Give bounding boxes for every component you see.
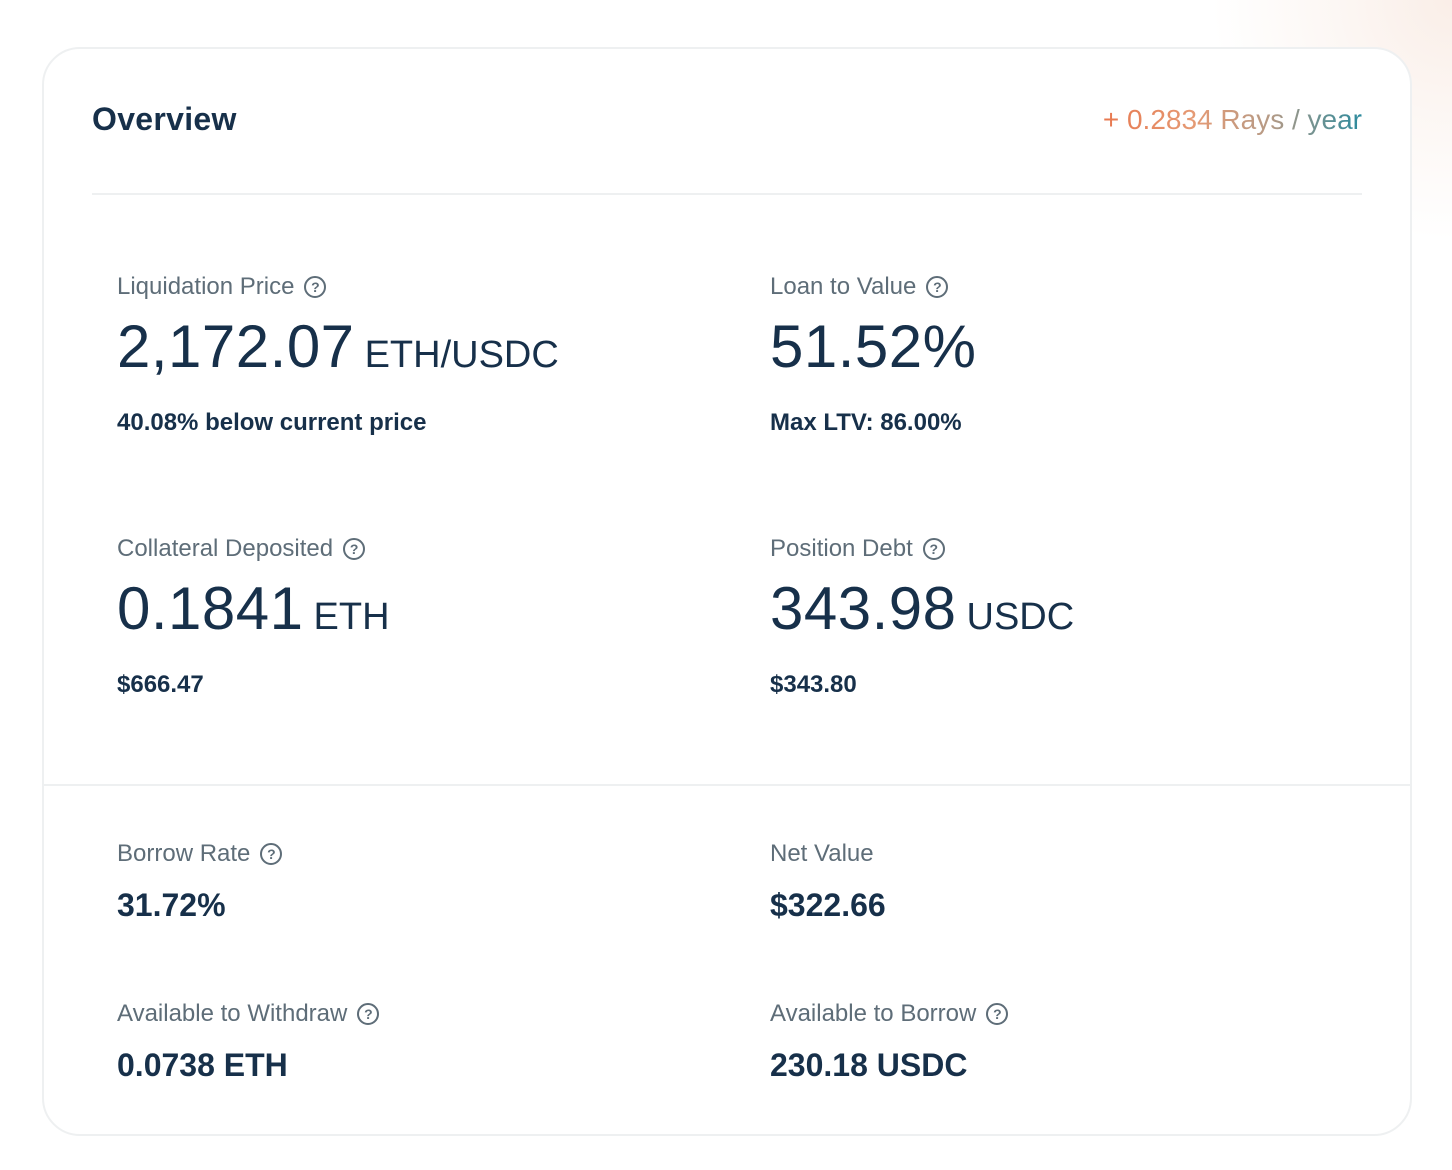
card-header: Overview + 0.2834 Rays / year	[92, 49, 1362, 195]
loan-to-value-sub: Max LTV: 86.00%	[770, 409, 962, 436]
position-debt-unit: USDC	[966, 596, 1075, 638]
loan-to-value-value: 51.52%	[770, 313, 977, 380]
detail-borrow-rate: Borrow Rate ? 31.72%	[117, 839, 283, 924]
liquidation-price-unit: ETH/USDC	[364, 334, 559, 376]
collateral-deposited-value: 0.1841	[117, 575, 304, 642]
detail-available-to-borrow: Available to Borrow ? 230.18 USDC	[770, 999, 1009, 1084]
available-to-withdraw-value: 0.0738 ETH	[117, 1047, 288, 1083]
available-to-borrow-value: 230.18 USDC	[770, 1047, 968, 1083]
help-circle-icon[interactable]: ?	[986, 1003, 1009, 1025]
metric-collateral-deposited: Collateral Deposited ? 0.1841 ETH $666.4…	[117, 534, 390, 699]
metric-position-debt: Position Debt ? 343.98 USDC $343.80	[770, 534, 1074, 699]
metric-label: Loan to Value	[770, 273, 917, 300]
detail-label: Available to Withdraw	[117, 1000, 348, 1027]
net-value-value: $322.66	[770, 887, 886, 923]
help-circle-icon[interactable]: ?	[357, 1003, 380, 1025]
metric-label: Liquidation Price	[117, 273, 295, 300]
borrow-rate-value: 31.72%	[117, 887, 226, 923]
liquidation-price-sub: 40.08% below current price	[117, 409, 427, 436]
detail-net-value: Net Value $322.66	[770, 839, 886, 924]
metric-loan-to-value: Loan to Value ? 51.52% Max LTV: 86.00%	[770, 272, 977, 437]
metric-label: Position Debt	[770, 535, 913, 562]
detail-label: Available to Borrow	[770, 1000, 977, 1027]
position-debt-sub: $343.80	[770, 671, 857, 698]
detail-label: Net Value	[770, 840, 874, 867]
collateral-deposited-unit: ETH	[313, 596, 390, 638]
metric-label: Collateral Deposited	[117, 535, 334, 562]
detail-available-to-withdraw: Available to Withdraw ? 0.0738 ETH	[117, 999, 380, 1084]
metric-liquidation-price: Liquidation Price ? 2,172.07 ETH/USDC 40…	[117, 272, 559, 437]
help-circle-icon[interactable]: ?	[304, 276, 327, 298]
help-circle-icon[interactable]: ?	[926, 276, 949, 298]
help-circle-icon[interactable]: ?	[260, 843, 283, 865]
position-debt-value: 343.98	[770, 575, 957, 642]
rays-per-year: + 0.2834 Rays / year	[1102, 104, 1362, 135]
detail-label: Borrow Rate	[117, 840, 251, 867]
help-circle-icon[interactable]: ?	[343, 538, 366, 560]
card-title: Overview	[92, 101, 237, 137]
help-circle-icon[interactable]: ?	[922, 538, 945, 560]
section-divider	[44, 784, 1410, 786]
liquidation-price-value: 2,172.07	[117, 313, 355, 380]
overview-card: Overview + 0.2834 Rays / year Liquidatio…	[42, 47, 1412, 1136]
collateral-deposited-sub: $666.47	[117, 671, 204, 698]
